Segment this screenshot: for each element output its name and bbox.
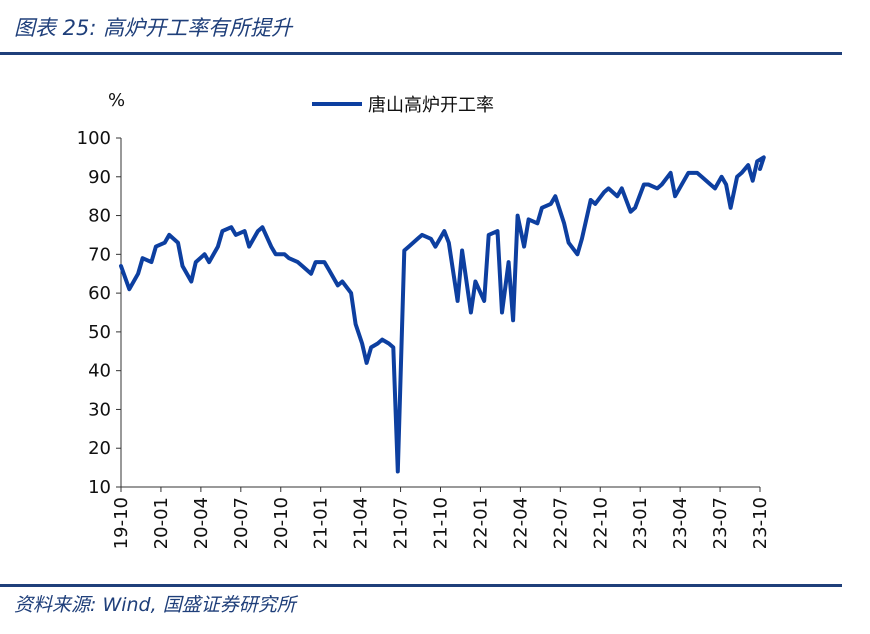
- y-tick-label: 70: [88, 244, 111, 265]
- x-tick-label: 23-10: [750, 497, 771, 549]
- x-tick-label: 23-04: [670, 497, 691, 549]
- x-tick-label: 21-01: [311, 497, 332, 549]
- bottom-rule: [0, 584, 842, 587]
- y-tick-label: 10: [88, 477, 111, 498]
- x-tick-label: 22-07: [550, 497, 571, 549]
- chart-legend: 唐山高炉开工率: [312, 95, 494, 116]
- x-tick-label: 22-01: [470, 497, 491, 549]
- x-tick-label: 19-10: [111, 497, 132, 549]
- x-tick-label: 21-04: [351, 497, 372, 549]
- y-tick-label: 90: [88, 167, 111, 188]
- y-axis-unit-label: %: [108, 90, 125, 111]
- top-rule: [0, 52, 842, 55]
- chart-axes: 10 20 30 40 50 60 70 80 90 100% 19-10 20-01 20-04 20-…: [77, 90, 771, 549]
- series-line: [119, 155, 766, 474]
- x-tick-label: 21-07: [391, 497, 412, 549]
- x-tick-label: 20-10: [271, 497, 292, 549]
- chart-plot-area: [119, 155, 766, 474]
- x-tick-label: 20-07: [231, 497, 252, 549]
- legend-label: 唐山高炉开工率: [368, 95, 494, 116]
- figure-title: 图表 25: 高炉开工率有所提升: [14, 16, 293, 40]
- x-tick-label: 21-10: [431, 497, 452, 549]
- x-tick-label: 20-01: [151, 497, 172, 549]
- x-tick-label: 22-04: [510, 497, 531, 549]
- y-tick-label: 50: [88, 322, 111, 343]
- source-note: 资料来源: Wind, 国盛证券研究所: [14, 594, 296, 616]
- x-tick-label: 22-10: [590, 497, 611, 549]
- y-tick-label: 30: [88, 399, 111, 420]
- y-tick-label: 20: [88, 438, 111, 459]
- y-tick-label: 40: [88, 361, 111, 382]
- x-tick-label: 23-01: [630, 497, 651, 549]
- x-tick-label: 23-07: [710, 497, 731, 549]
- x-tick-label: 20-04: [191, 497, 212, 549]
- y-tick-label: 60: [88, 283, 111, 304]
- y-tick-label: 80: [88, 206, 111, 227]
- y-tick-label: 100: [77, 128, 111, 149]
